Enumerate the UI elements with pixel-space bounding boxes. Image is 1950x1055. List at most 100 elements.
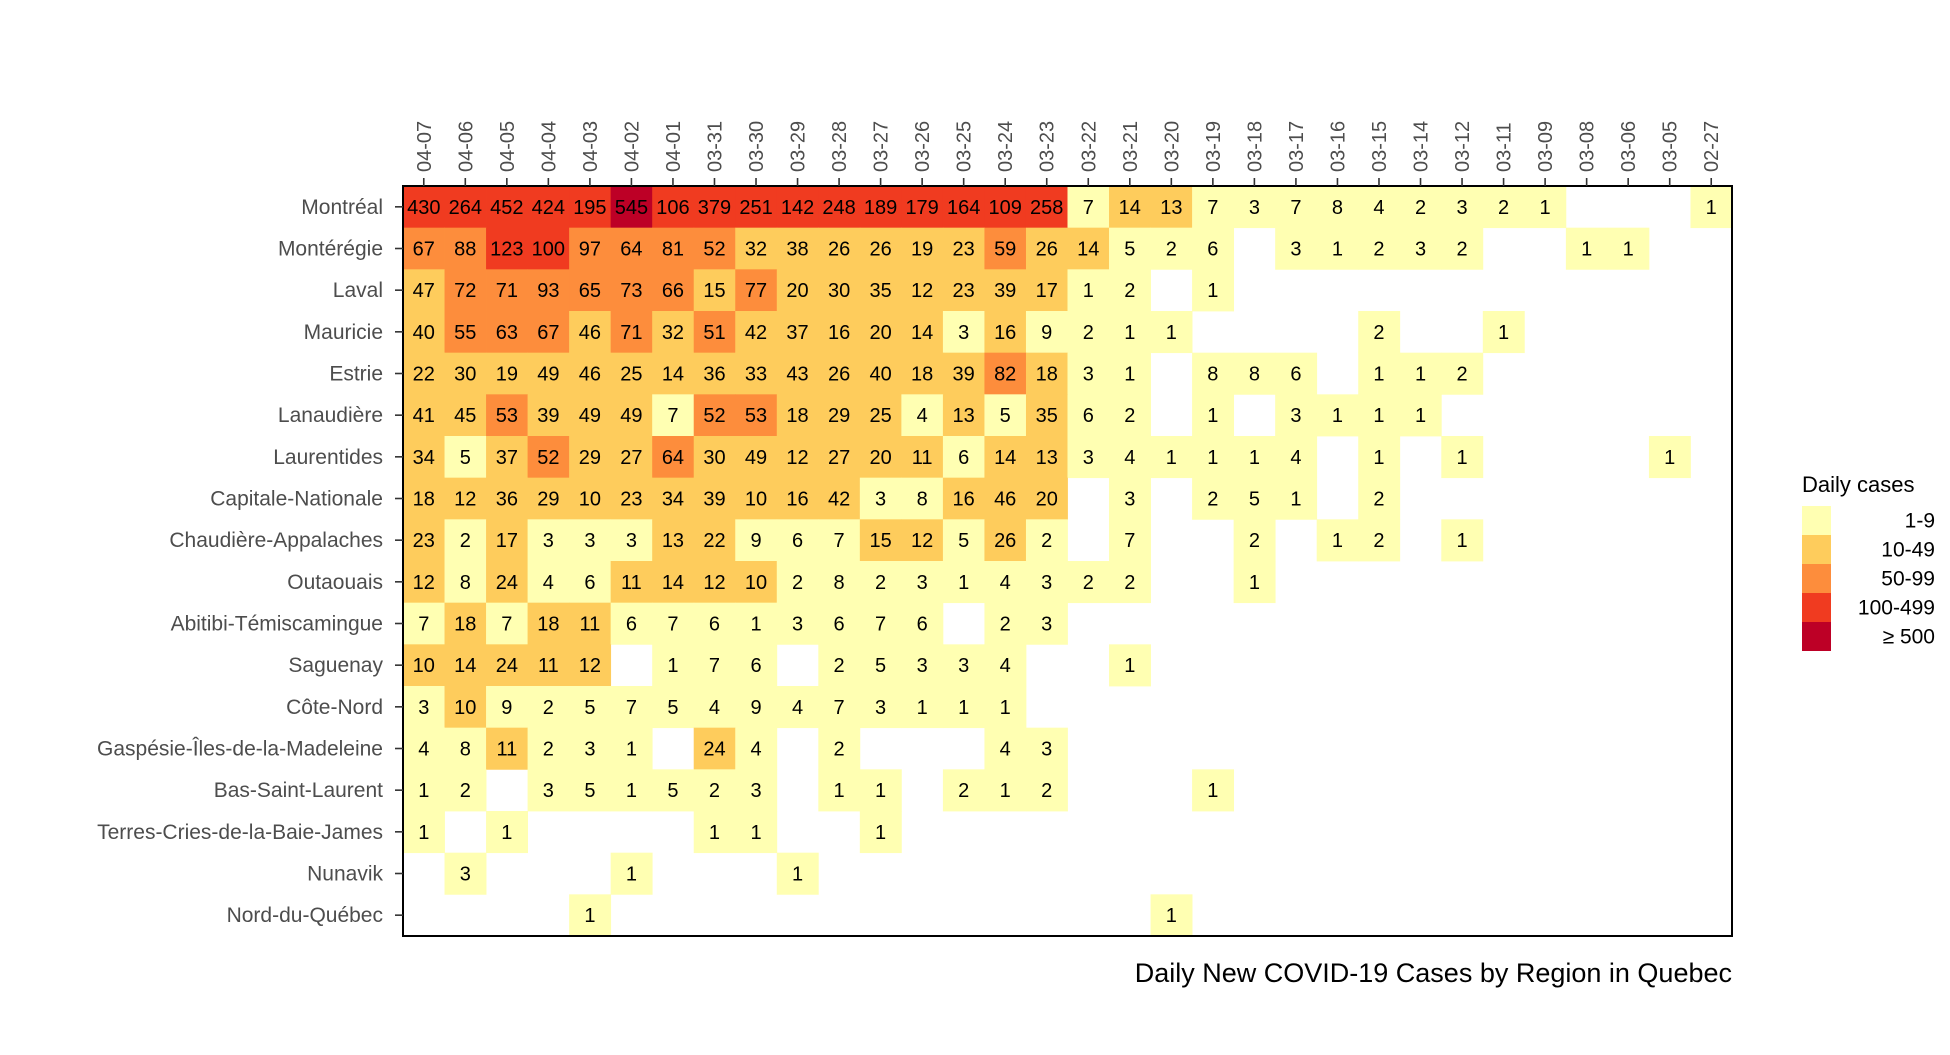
heatmap-cell (1150, 894, 1193, 937)
heatmap-cell (444, 852, 487, 895)
cell-value-label: 93 (537, 280, 559, 302)
cell-value-label: 32 (745, 239, 767, 261)
cell-value-label: 14 (994, 447, 1016, 469)
heatmap-cell (1648, 436, 1691, 479)
cell-value-label: 20 (869, 447, 891, 469)
cell-value-label: 10 (579, 489, 601, 511)
cell-value-label: 10 (454, 697, 476, 719)
cell-value-label: 27 (828, 447, 850, 469)
heatmap-cell (735, 561, 778, 604)
heatmap-cell (569, 561, 612, 604)
cell-value-label: 1 (1124, 322, 1135, 344)
heatmap-cell (1275, 227, 1318, 270)
cell-value-label: 7 (709, 655, 720, 677)
cell-value-label: 3 (792, 614, 803, 636)
cell-value-label: 1 (1083, 280, 1094, 302)
x-tick-label: 03-20 (1161, 121, 1183, 172)
heatmap-cell (901, 352, 944, 395)
heatmap-cell (1067, 269, 1110, 312)
cell-value-label: 18 (413, 489, 435, 511)
heatmap-cell (486, 311, 528, 354)
cell-value-label: 6 (1207, 239, 1218, 261)
legend-key-swatch (1802, 622, 1831, 651)
legend-key-label: 10-49 (1881, 539, 1935, 562)
cell-value-label: 17 (1036, 280, 1058, 302)
y-axis-left: Montréal Montérégie Laval Mauricie Estrie Lan… (97, 196, 403, 927)
cell-value-label: 9 (750, 530, 761, 552)
x-tick-label: 03-08 (1577, 121, 1599, 172)
cell-value-label: 10 (745, 572, 767, 594)
cell-value-label: 37 (496, 447, 518, 469)
cell-value-label: 1 (1166, 447, 1177, 469)
heatmap-cell (776, 186, 819, 229)
cell-value-label: 3 (584, 739, 595, 761)
cell-value-label: 100 (532, 239, 565, 261)
cell-value-label: 106 (656, 197, 689, 219)
cell-value-label: 248 (822, 197, 855, 219)
cell-value-label: 22 (703, 530, 725, 552)
heatmap-cell (1275, 436, 1318, 479)
cell-value-label: 73 (620, 280, 642, 302)
heatmap-cell (735, 186, 778, 229)
heatmap-cell (444, 269, 487, 312)
cell-value-label: 16 (953, 489, 975, 511)
heatmap-cell (1441, 186, 1484, 229)
heatmap-cell (1109, 311, 1151, 354)
cell-value-label: 3 (1290, 239, 1301, 261)
cell-value-label: 20 (869, 322, 891, 344)
heatmap-cell (610, 769, 653, 812)
cell-value-label: 2 (460, 780, 471, 802)
cell-value-label: 97 (579, 239, 601, 261)
heatmap-cell (1109, 477, 1151, 520)
cell-value-label: 8 (1207, 364, 1218, 386)
cell-value-label: 4 (1000, 739, 1011, 761)
cell-value-label: 18 (911, 364, 933, 386)
heatmap-cell (569, 352, 612, 395)
legend-key-swatch (1802, 535, 1831, 564)
heatmap-cell (1233, 561, 1276, 604)
cell-value-label: 13 (1160, 197, 1182, 219)
x-tick-label: 03-28 (829, 121, 851, 172)
cell-value-label: 8 (1249, 364, 1260, 386)
cell-value-label: 3 (543, 530, 554, 552)
heatmap-cell (1690, 186, 1733, 229)
cell-value-label: 1 (917, 697, 928, 719)
heatmap-cell (984, 686, 1027, 729)
heatmap-cell (652, 519, 695, 562)
cell-value-label: 2 (834, 739, 845, 761)
x-tick-label: 03-25 (954, 121, 976, 172)
cell-value-label: 46 (579, 322, 601, 344)
heatmap-cell (1025, 727, 1068, 770)
heatmap-cell (1067, 436, 1110, 479)
cell-value-label: 32 (662, 322, 684, 344)
cell-value-label: 16 (994, 322, 1016, 344)
cell-value-label: 36 (703, 364, 725, 386)
cell-value-label: 1 (750, 614, 761, 636)
heatmap-cell (486, 186, 528, 229)
cell-value-label: 3 (1290, 405, 1301, 427)
heatmap-cell (818, 311, 861, 354)
cell-value-label: 3 (460, 864, 471, 886)
cell-value-label: 29 (828, 405, 850, 427)
heatmap-cell (1025, 436, 1068, 479)
cell-value-label: 4 (1290, 447, 1301, 469)
cell-value-label: 2 (1124, 572, 1135, 594)
cell-value-label: 20 (1036, 489, 1058, 511)
heatmap-cell (444, 227, 487, 270)
cell-value-label: 52 (537, 447, 559, 469)
cell-value-label: 5 (1124, 239, 1135, 261)
cell-value-label: 7 (501, 614, 512, 636)
heatmap-cell (652, 769, 695, 812)
cell-value-label: 1 (1000, 697, 1011, 719)
cell-value-label: 7 (667, 614, 678, 636)
cell-value-label: 2 (1498, 197, 1509, 219)
legend-key-swatch (1802, 593, 1831, 622)
y-tick-label: Estrie (329, 363, 383, 386)
cell-value-label: 11 (538, 655, 559, 677)
heatmap-cell (1025, 186, 1068, 229)
heatmap-cell (693, 769, 736, 812)
cell-value-label: 7 (834, 530, 845, 552)
cell-value-label: 8 (460, 739, 471, 761)
heatmap-cell (403, 269, 445, 312)
cell-value-label: 3 (1415, 239, 1426, 261)
